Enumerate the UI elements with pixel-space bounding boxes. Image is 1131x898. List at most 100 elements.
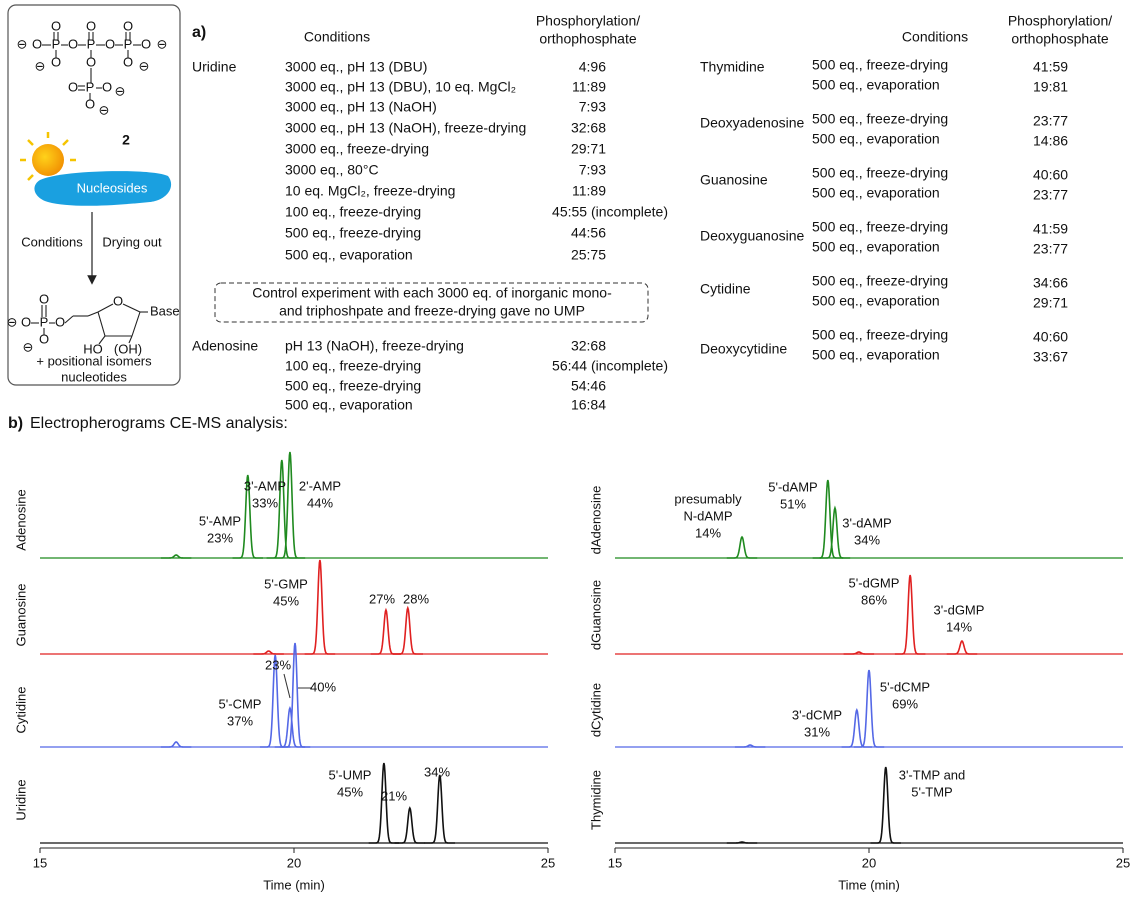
atom-label: ⊖ — [99, 102, 110, 117]
atom-label: O — [86, 54, 96, 69]
atom-label: P — [86, 79, 95, 94]
atom-label: ⊖ — [7, 314, 18, 329]
ratio-value: 29:71 — [571, 141, 606, 157]
peak-label: 14% — [695, 525, 721, 540]
peak — [305, 560, 335, 654]
peak — [395, 808, 425, 843]
panel-label: b) — [8, 415, 23, 432]
peak — [895, 575, 925, 654]
atom-label: O — [113, 293, 123, 308]
ratio-value: 41:59 — [1033, 59, 1068, 75]
ratio-value: 11:89 — [572, 79, 606, 95]
peak — [393, 608, 423, 654]
peak-label: 86% — [861, 592, 887, 607]
x-axis-title: Time (min) — [838, 877, 900, 892]
trace-name: Guanosine — [13, 584, 28, 647]
peak-label: 3'-dGMP — [934, 602, 985, 617]
peak-label: 40% — [310, 679, 336, 694]
ratio-value: 40:60 — [1033, 329, 1068, 345]
atom-label: O — [68, 36, 78, 51]
ratio-value: 14:86 — [1033, 133, 1068, 149]
condition: 100 eq., freeze-drying — [285, 204, 421, 220]
ratio-value: 19:81 — [1033, 79, 1068, 95]
ratio-value: 7:93 — [579, 162, 606, 178]
atom-label: O — [123, 18, 133, 33]
nucleoside-name: Uridine — [192, 59, 237, 75]
ratio-value: 29:71 — [1033, 295, 1068, 311]
trace-name: Thymidine — [588, 770, 603, 830]
atom-label: O — [51, 18, 61, 33]
peak-label: 34% — [424, 764, 450, 779]
condition: 3000 eq., pH 13 (DBU) — [285, 59, 427, 75]
peak-label: 5'-CMP — [219, 696, 262, 711]
peak-label: 45% — [273, 593, 299, 608]
condition: 500 eq., freeze-drying — [812, 165, 948, 181]
peak-label: 5'-AMP — [199, 513, 241, 528]
ratio-value: 25:75 — [571, 247, 606, 263]
x-tick-label: 20 — [287, 855, 301, 870]
atom-label: ⊖ — [23, 339, 34, 354]
peak-label: 3'-dCMP — [792, 707, 842, 722]
peak-label: 27% — [369, 591, 395, 606]
column-header: orthophosphate — [1011, 31, 1109, 47]
note: Control experiment with each 3000 eq. of… — [252, 285, 612, 301]
condition: 500 eq., freeze-drying — [812, 219, 948, 235]
column-header: Conditions — [304, 29, 370, 45]
atom-label: O — [123, 54, 133, 69]
x-tick-label: 25 — [1116, 855, 1130, 870]
ratio-value: 23:77 — [1033, 187, 1068, 203]
condition: 500 eq., freeze-drying — [812, 111, 948, 127]
atom-label: P — [87, 36, 96, 51]
condition: 3000 eq., pH 13 (NaOH), freeze-drying — [285, 120, 526, 136]
peak-label: presumably — [674, 491, 742, 506]
condition: 3000 eq., freeze-drying — [285, 141, 429, 157]
column-header: Phosphorylation/ — [1008, 13, 1112, 29]
condition: 500 eq., freeze-drying — [285, 225, 421, 241]
ratio-value: 32:68 — [571, 338, 606, 354]
peak-label: 23% — [265, 657, 291, 672]
x-tick-label: 15 — [608, 855, 622, 870]
peak-label: 5'-UMP — [329, 767, 372, 782]
trace-name: Cytidine — [13, 687, 28, 734]
condition: pH 13 (NaOH), freeze-drying — [285, 338, 464, 354]
trace-name: dAdenosine — [588, 486, 603, 555]
column-header: Conditions — [902, 29, 968, 45]
page: {"scheme":{"reagent_label":"2","sun_labe… — [0, 0, 1131, 898]
peak-label: 51% — [780, 496, 806, 511]
condition: 500 eq., freeze-drying — [812, 273, 948, 289]
peak-label: 21% — [381, 788, 407, 803]
condition: 500 eq., evaporation — [812, 239, 940, 255]
peak-label: 14% — [946, 619, 972, 634]
condition: 500 eq., evaporation — [812, 185, 940, 201]
nucleoside-name: Guanosine — [700, 172, 768, 188]
peak-label: 34% — [854, 532, 880, 547]
ratio-value: 34:66 — [1033, 275, 1068, 291]
figure: 2NucleosidesConditionsDrying outOOO⊖OPOP… — [0, 0, 1131, 898]
condition: 500 eq., evaporation — [285, 247, 413, 263]
atom-label: P — [40, 314, 49, 329]
atom-label: O — [86, 18, 96, 33]
x-axis-title: Time (min) — [263, 877, 325, 892]
nucleoside-name: Adenosine — [192, 338, 258, 354]
ratio-value: 32:68 — [571, 120, 606, 136]
atom-label: ⊖ — [35, 58, 46, 73]
peak-label: 45% — [337, 784, 363, 799]
peak-label: 69% — [892, 696, 918, 711]
ratio-value: 54:46 — [571, 378, 606, 394]
column-header: Phosphorylation/ — [536, 13, 640, 29]
atom-label: P — [52, 36, 61, 51]
atom-label: ⊖ — [157, 36, 168, 51]
atom-label: O — [55, 314, 65, 329]
peak-label: 5'-dCMP — [880, 679, 930, 694]
panel-label: a) — [192, 24, 206, 41]
peak — [161, 742, 191, 747]
peak-label: N-dAMP — [683, 508, 732, 523]
sun — [32, 144, 64, 176]
condition: 500 eq., evaporation — [812, 347, 940, 363]
nucleoside-label: Nucleosides — [77, 180, 148, 195]
condition: 500 eq., evaporation — [812, 77, 940, 93]
x-tick-label: 20 — [862, 855, 876, 870]
peak-label: 5'-GMP — [264, 576, 308, 591]
condition: 500 eq., freeze-drying — [285, 378, 421, 394]
condition: 500 eq., evaporation — [812, 131, 940, 147]
